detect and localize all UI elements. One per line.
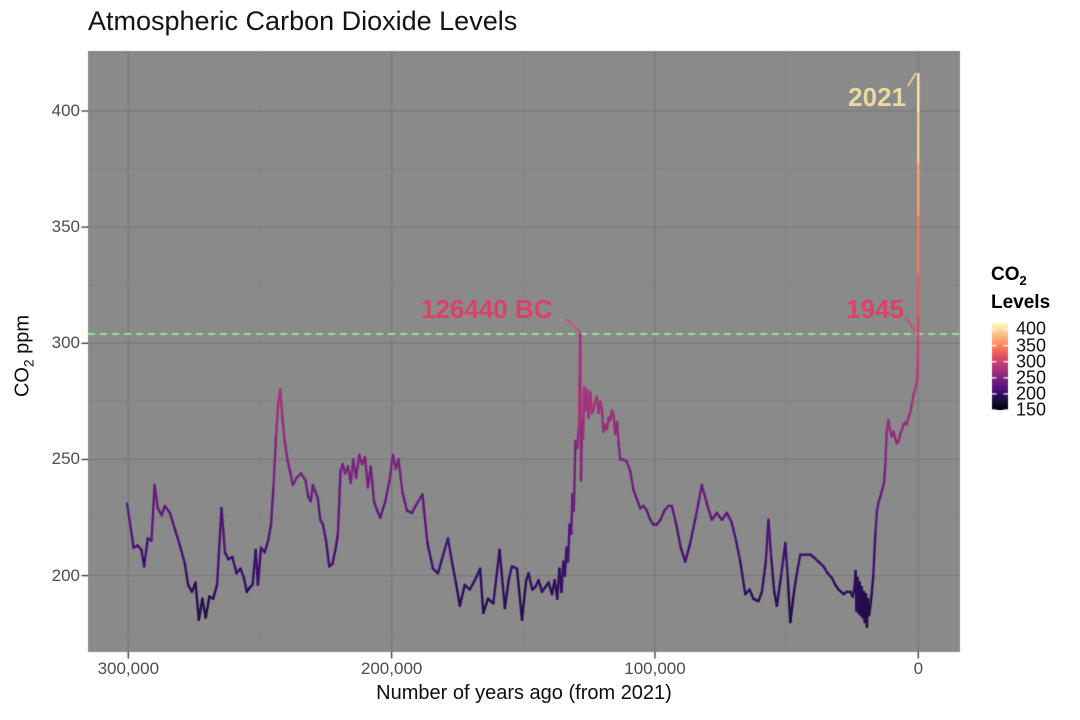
x-tick-label: 300,000 [97,659,160,678]
x-tick-label: 0 [913,659,924,678]
legend-title: CO2 Levels [991,264,1050,314]
annotation-126440-bc: 126440 BC [421,294,553,324]
annotation-1945: 1945 [846,294,904,324]
y-tick-label: 200 [51,565,80,585]
legend-tick-label: 250 [1016,367,1047,388]
legend-tick-label: 300 [1016,351,1047,372]
legend-tick-label: 150 [1016,399,1047,420]
y-axis-title-subscript: 2 [21,359,37,368]
chart-title: Atmospheric Carbon Dioxide Levels [88,6,518,36]
y-tick-label: 400 [51,101,80,120]
x-axis-title: Number of years ago (from 2021) [376,682,672,704]
x-tick-label: 200,000 [360,659,423,678]
legend-title-subscript: 2 [1019,272,1027,288]
y-axis-title-units: ppm [11,314,34,360]
annotation-2021: 2021 [848,82,906,112]
y-tick-label: 250 [51,449,80,469]
y-tick-label: 350 [51,217,80,237]
legend-tick-label: 400 [1016,318,1047,339]
legend-title-line2: Levels [991,291,1051,313]
y-axis-title-text: CO [11,367,34,398]
legend-tick-label: 350 [1016,335,1047,356]
y-tick-label: 300 [51,333,80,353]
x-tick-label: 100,000 [624,659,686,678]
y-axis-title: CO2 ppm [12,315,37,397]
legend-title-text: CO [991,264,1020,285]
legend-tick-label: 200 [1016,383,1047,404]
